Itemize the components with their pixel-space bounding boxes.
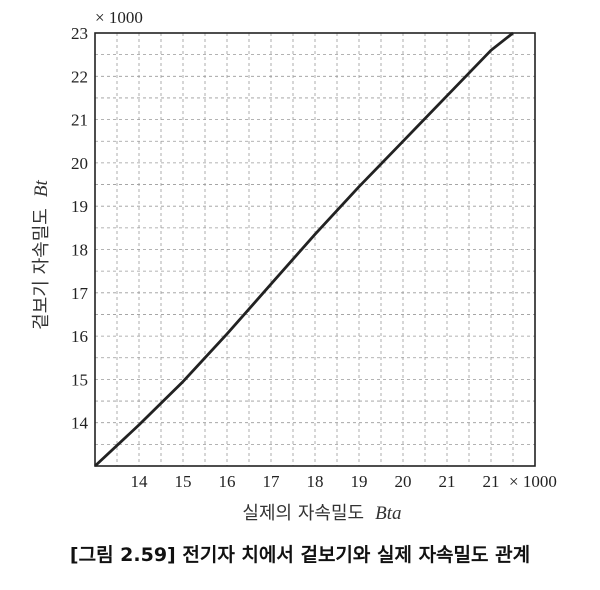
x-tick-label: 15: [175, 472, 192, 491]
x-tick-label: 20: [395, 472, 412, 491]
x-axis-label: 실제의 자속밀도 Bta: [242, 503, 401, 524]
x-tick-label: 17: [263, 472, 281, 491]
grid: [95, 33, 535, 466]
ticks: 14 15 16 17 18 19 20 21 21 14 15 16 17 18 19 20 21 22 23: [71, 24, 500, 491]
x-tick-label: 19: [351, 472, 368, 491]
y-tick-label: 20: [71, 154, 88, 173]
series: [94, 31, 514, 468]
x-axis-multiplier: × 1000: [509, 472, 557, 491]
x-tick-label: 14: [131, 472, 149, 491]
y-tick-label: 15: [71, 370, 88, 389]
y-tick-label: 14: [71, 414, 89, 433]
x-tick-label: 18: [307, 472, 324, 491]
y-tick-label: 17: [71, 284, 89, 303]
y-tick-label: 16: [71, 327, 88, 346]
plot-frame: [94, 32, 536, 467]
y-axis-multiplier: × 1000: [95, 8, 143, 27]
y-tick-label: 22: [71, 67, 88, 86]
y-axis-label: 겉보기 자속밀도 Bt: [31, 179, 52, 329]
x-tick-label: 21: [439, 472, 456, 491]
x-tick-label: 16: [219, 472, 236, 491]
figure-caption: [그림 2.59] 전기자 치에서 겉보기와 실제 자속밀도 관계: [69, 544, 531, 566]
y-tick-label: 19: [71, 197, 88, 216]
y-tick-label: 18: [71, 241, 88, 260]
y-tick-label: 23: [71, 24, 88, 43]
y-tick-label: 21: [71, 111, 88, 130]
series-line: [94, 31, 514, 468]
x-tick-label: 21: [483, 472, 500, 491]
